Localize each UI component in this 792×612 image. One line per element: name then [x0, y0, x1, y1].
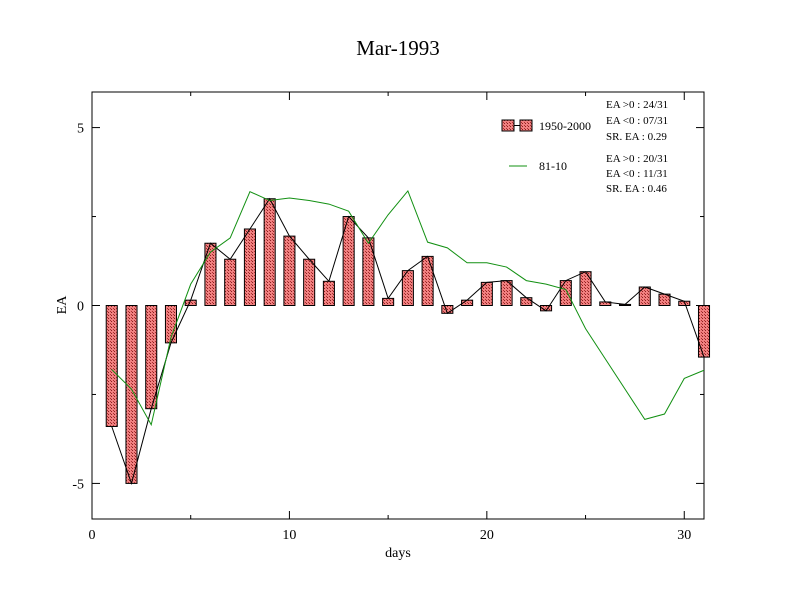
bar-day — [421, 255, 434, 306]
stats-annotation-2: EA >0 : 20/31 EA <0 : 11/31 SR. EA : 0.4… — [606, 153, 668, 195]
stat-sr-ea-1: SR. EA : 0.29 — [606, 131, 667, 143]
legend: 1950-2000 81-10 — [501, 119, 591, 173]
x-tick-label: 30 — [677, 528, 691, 543]
bar-day — [520, 297, 533, 306]
y-tick-label: 5 — [77, 122, 84, 137]
x-tick-label: 20 — [480, 528, 494, 543]
stat-ea-negative-2: EA <0 : 11/31 — [606, 168, 668, 180]
x-axis-label: days — [385, 546, 411, 561]
bar-day — [303, 258, 316, 307]
legend-swatch-left — [501, 119, 515, 132]
bar-day — [697, 305, 711, 358]
chart-title: Mar-1993 — [356, 36, 440, 60]
line-81-10 — [111, 189, 705, 427]
legend-swatch-right — [519, 119, 533, 132]
x-tick-label: 10 — [282, 528, 296, 543]
bar-day — [145, 305, 158, 410]
y-tick-label: 0 — [77, 300, 84, 315]
stat-ea-positive-1: EA >0 : 24/31 — [606, 99, 668, 111]
y-axis-label: EA — [55, 295, 70, 315]
bar-day — [224, 258, 237, 307]
legend-label-1950-2000: 1950-2000 — [539, 119, 591, 133]
bar-day — [263, 198, 276, 306]
bar-day — [559, 280, 572, 307]
stat-ea-negative-1: EA <0 : 07/31 — [606, 115, 668, 127]
series-lines — [111, 189, 705, 486]
bar-day — [105, 305, 118, 427]
x-tick-label: 0 — [89, 528, 96, 543]
bar-day — [243, 228, 256, 306]
y-tick-label: -5 — [72, 477, 84, 492]
bar-day — [322, 280, 335, 307]
line-1950-2000 — [111, 197, 705, 486]
bar-day — [362, 237, 375, 306]
legend-label-81-10: 81-10 — [539, 159, 567, 173]
bars-1950-2000 — [105, 198, 711, 484]
bar-day — [382, 297, 395, 306]
stat-sr-ea-2: SR. EA : 0.46 — [606, 183, 667, 195]
bar-day — [125, 305, 138, 484]
stats-annotation-1: EA >0 : 24/31 EA <0 : 07/31 SR. EA : 0.2… — [606, 99, 668, 143]
stat-ea-positive-2: EA >0 : 20/31 — [606, 153, 668, 165]
axes: 0 10 20 30 -5 0 5 — [72, 92, 704, 543]
bar-day — [283, 235, 296, 306]
